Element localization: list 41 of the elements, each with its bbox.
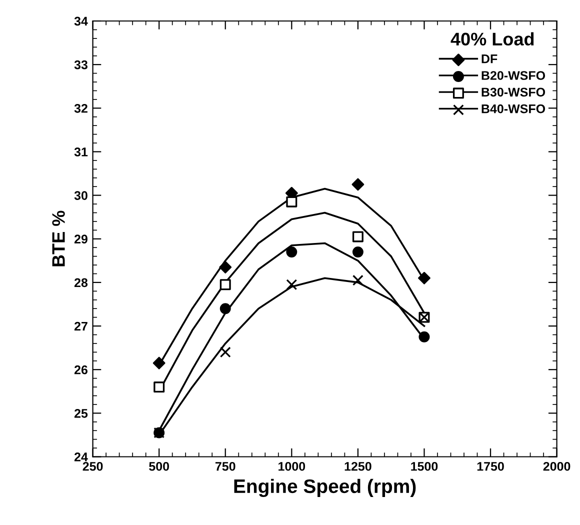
y-tick-label: 28 [74, 278, 88, 288]
y-tick-label: 34 [74, 16, 88, 26]
legend-title: 40% Load [450, 32, 534, 46]
x-tick-label: 1500 [411, 462, 438, 471]
point [418, 331, 430, 342]
y-tick-label: 31 [74, 148, 88, 156]
point [219, 260, 232, 274]
y-tick-label: 25 [74, 408, 88, 418]
y-tick-label: 24 [74, 452, 88, 462]
x-axis-title: Engine Speed (rpm) [234, 478, 416, 498]
y-tick-label: 32 [74, 104, 88, 113]
point [352, 246, 364, 258]
y-tick-label: 30 [74, 191, 88, 200]
x-tick-label: 1000 [278, 462, 306, 471]
y-tick-label: 33 [74, 60, 88, 70]
point [286, 246, 298, 258]
legend-label: B40-WSFO [482, 104, 546, 114]
legend-label: DF [482, 54, 498, 64]
point [286, 196, 298, 208]
legend-label: B20-WSFO [482, 71, 546, 80]
point [418, 272, 430, 284]
x-tick-label: 750 [215, 462, 236, 471]
point [152, 356, 166, 370]
y-tick-label: 27 [74, 322, 88, 331]
y-axis-title: BTE % [52, 210, 65, 266]
x-tick-label: 500 [149, 462, 169, 471]
point [220, 303, 231, 314]
point [352, 231, 364, 242]
point [154, 382, 165, 393]
point [220, 346, 231, 358]
x-tick-label: 1250 [344, 462, 372, 471]
x-tick-label: 250 [82, 462, 103, 471]
y-tick-label: 29 [74, 234, 88, 244]
x-tick-label: 1750 [477, 462, 504, 471]
point [352, 178, 364, 191]
x-tick-label: 2000 [543, 462, 570, 471]
legend-label: B30-WSFO [482, 88, 546, 97]
y-tick-label: 26 [74, 365, 88, 374]
point [286, 279, 298, 290]
point [220, 279, 231, 290]
point [352, 274, 364, 286]
